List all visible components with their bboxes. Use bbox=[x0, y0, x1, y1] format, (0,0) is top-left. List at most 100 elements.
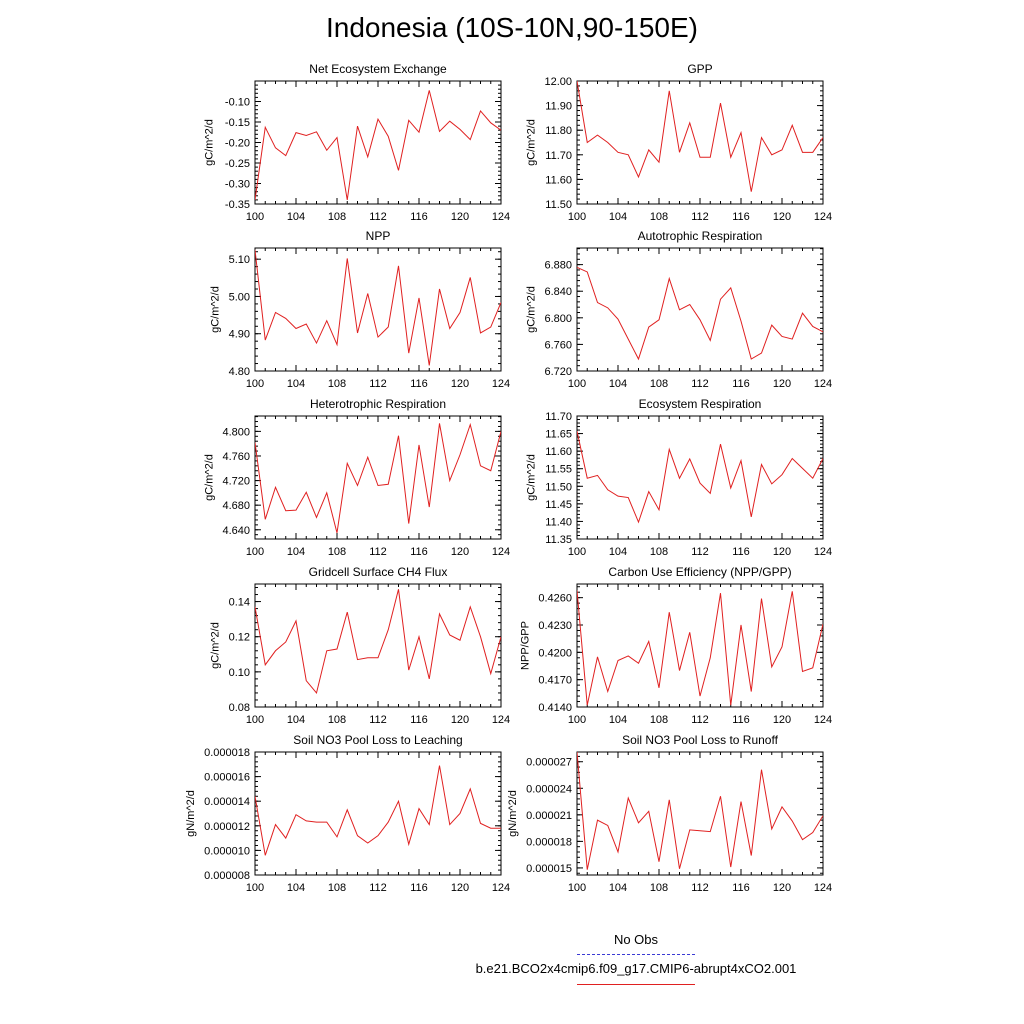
x-tick-label: 124 bbox=[814, 882, 832, 894]
x-tick-label: 120 bbox=[773, 714, 791, 726]
y-tick-label: 4.800 bbox=[222, 426, 250, 438]
panel-8: Carbon Use Efficiency (NPP/GPP) 100 104 108… bbox=[519, 565, 832, 726]
panel-title: Ecosystem Respiration bbox=[639, 397, 762, 411]
x-tick-label: 120 bbox=[773, 882, 791, 894]
y-tick-label: 0.4230 bbox=[538, 620, 572, 632]
panel-5: Heterotrophic Respiration 100 104 108 112 116… bbox=[204, 397, 511, 558]
x-tick-label: 104 bbox=[609, 378, 627, 390]
x-tick-label: 116 bbox=[410, 882, 428, 894]
x-tick-label: 104 bbox=[287, 546, 305, 558]
x-tick-label: 100 bbox=[246, 211, 264, 223]
y-tick-label: 0.000027 bbox=[526, 757, 572, 769]
x-tick-label: 100 bbox=[246, 378, 264, 390]
x-tick-label: 100 bbox=[568, 211, 586, 223]
x-tick-label: 112 bbox=[691, 882, 709, 894]
y-axis-label: gC/m^2/d bbox=[204, 119, 216, 166]
legend-obs-line bbox=[577, 954, 695, 955]
plot-frame bbox=[576, 247, 824, 372]
x-tick-label: 112 bbox=[691, 211, 709, 223]
x-tick-label: 100 bbox=[568, 882, 586, 894]
x-tick-label: 100 bbox=[246, 882, 264, 894]
y-tick-label: 4.680 bbox=[222, 500, 250, 512]
y-tick-label: 0.000012 bbox=[204, 821, 250, 833]
y-tick-label: 6.840 bbox=[544, 286, 572, 298]
y-tick-label: 11.70 bbox=[545, 411, 572, 423]
y-tick-label: 12.00 bbox=[544, 76, 572, 88]
series-line-1 bbox=[577, 590, 823, 706]
x-tick-label: 124 bbox=[492, 714, 510, 726]
x-tick-label: 120 bbox=[773, 211, 791, 223]
x-tick-label: 100 bbox=[246, 546, 264, 558]
y-tick-label: 0.4200 bbox=[538, 647, 572, 659]
panel-title: Autotrophic Respiration bbox=[638, 229, 763, 243]
plot-frame bbox=[576, 415, 824, 540]
plot-frame bbox=[576, 583, 824, 708]
y-tick-label: 11.50 bbox=[545, 481, 572, 493]
panel-1: Net Ecosystem Exchange 100 104 108 112 116 120… bbox=[204, 62, 511, 223]
x-tick-label: 112 bbox=[369, 546, 387, 558]
x-tick-label: 120 bbox=[451, 714, 469, 726]
x-tick-label: 108 bbox=[328, 211, 346, 223]
x-tick-label: 116 bbox=[732, 714, 750, 726]
series-line-1 bbox=[255, 90, 501, 200]
x-tick-label: 116 bbox=[410, 546, 428, 558]
legend-run-label: b.e21.BCO2x4cmip6.f09_g17.CMIP6-abrupt4x… bbox=[475, 961, 797, 976]
x-tick-label: 116 bbox=[732, 211, 750, 223]
y-tick-label: -0.15 bbox=[225, 117, 250, 129]
x-tick-label: 104 bbox=[609, 714, 627, 726]
x-tick-label: 100 bbox=[246, 714, 264, 726]
y-tick-label: 0.000008 bbox=[204, 870, 250, 882]
y-tick-label: 0.4140 bbox=[538, 702, 572, 714]
panel-title: GPP bbox=[687, 62, 712, 76]
plot-frame bbox=[254, 247, 502, 372]
panel-title: Carbon Use Efficiency (NPP/GPP) bbox=[608, 565, 791, 579]
y-tick-label: 6.800 bbox=[544, 313, 572, 325]
x-tick-label: 108 bbox=[650, 882, 668, 894]
panel-title: Heterotrophic Respiration bbox=[310, 397, 446, 411]
plot-frame bbox=[254, 751, 502, 876]
panel-4: Autotrophic Respiration 100 104 108 112 116 12… bbox=[526, 229, 833, 390]
x-tick-label: 124 bbox=[492, 378, 510, 390]
x-tick-label: 116 bbox=[410, 714, 428, 726]
y-axis-label: gC/m^2/d bbox=[526, 119, 538, 166]
y-tick-label: 4.760 bbox=[222, 451, 250, 463]
x-tick-label: 108 bbox=[328, 882, 346, 894]
x-tick-label: 108 bbox=[328, 714, 346, 726]
y-tick-label: 0.000018 bbox=[204, 747, 250, 759]
x-tick-label: 108 bbox=[650, 714, 668, 726]
panel-title: Soil NO3 Pool Loss to Leaching bbox=[293, 733, 462, 747]
panel-6: Ecosystem Respiration 100 104 108 112 116 120 1… bbox=[526, 397, 833, 558]
y-tick-label: 4.80 bbox=[229, 366, 250, 378]
x-tick-label: 104 bbox=[287, 211, 305, 223]
y-tick-label: 0.4170 bbox=[538, 675, 572, 687]
y-tick-label: -0.10 bbox=[225, 97, 250, 109]
plot-frame bbox=[254, 583, 502, 708]
x-tick-label: 104 bbox=[609, 546, 627, 558]
x-tick-label: 104 bbox=[609, 882, 627, 894]
x-tick-label: 116 bbox=[410, 211, 428, 223]
series-line-1 bbox=[577, 752, 823, 870]
y-tick-label: 0.000024 bbox=[526, 783, 572, 795]
panel-9: Soil NO3 Pool Loss to Leaching 100 104 108 1… bbox=[185, 733, 510, 894]
panel-title: Net Ecosystem Exchange bbox=[309, 62, 447, 76]
y-tick-label: 11.80 bbox=[545, 125, 572, 137]
y-tick-label: 0.000015 bbox=[526, 863, 572, 875]
y-axis-label: gN/m^2/d bbox=[507, 790, 519, 837]
y-tick-label: 4.90 bbox=[229, 329, 250, 341]
panel-title: Soil NO3 Pool Loss to Runoff bbox=[622, 733, 779, 747]
y-tick-label: 5.00 bbox=[229, 291, 250, 303]
series-line-1 bbox=[255, 422, 501, 533]
y-tick-label: 0.14 bbox=[229, 597, 250, 609]
y-tick-label: 6.720 bbox=[544, 366, 572, 378]
y-tick-label: 0.000018 bbox=[526, 836, 572, 848]
x-tick-label: 100 bbox=[568, 546, 586, 558]
x-tick-label: 104 bbox=[287, 378, 305, 390]
x-tick-label: 124 bbox=[814, 546, 832, 558]
x-tick-label: 112 bbox=[369, 378, 387, 390]
series-line-1 bbox=[255, 589, 501, 695]
plot-frame bbox=[254, 415, 502, 540]
x-tick-label: 112 bbox=[691, 714, 709, 726]
x-tick-label: 124 bbox=[492, 211, 510, 223]
x-tick-label: 100 bbox=[568, 378, 586, 390]
